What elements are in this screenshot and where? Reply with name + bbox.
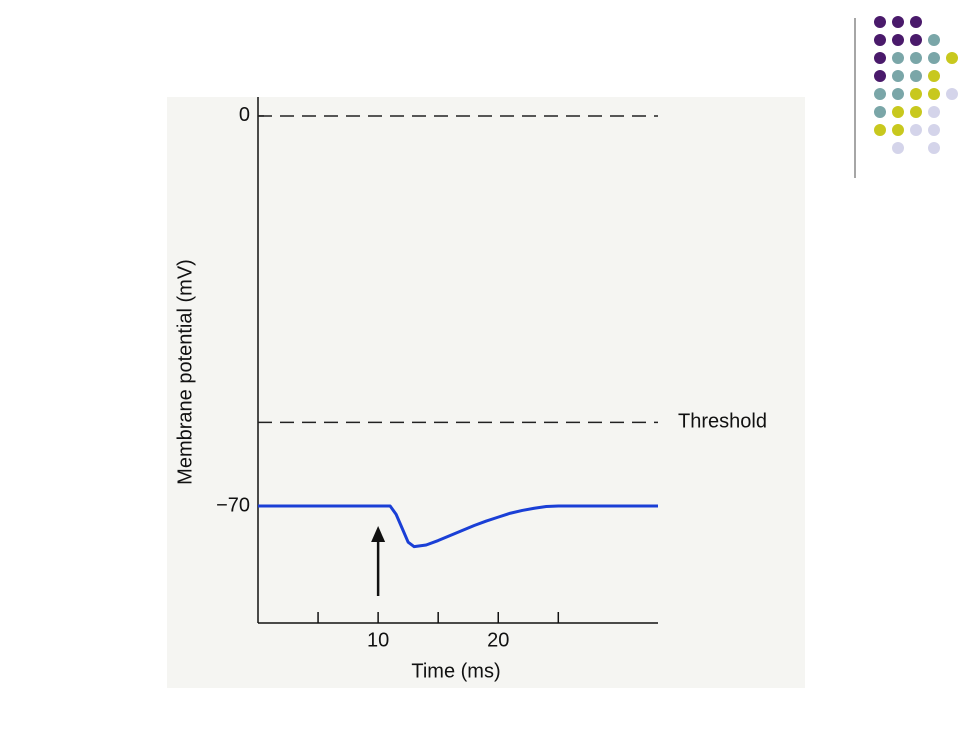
x-tick-label: 10 [367,629,389,651]
stimulus-arrowhead [371,526,386,542]
x-axis-title: Time (ms) [411,660,500,682]
figure-background [167,97,805,688]
dashed-line-label: Threshold [678,411,767,433]
y-axis-title: Membrane potential (mV) [174,259,196,485]
y-tick-label: −70 [216,494,250,516]
decoration-dots [854,16,958,178]
y-tick-label: 0 [239,104,250,126]
data-line [258,504,658,549]
x-tick-label: 20 [487,629,509,651]
